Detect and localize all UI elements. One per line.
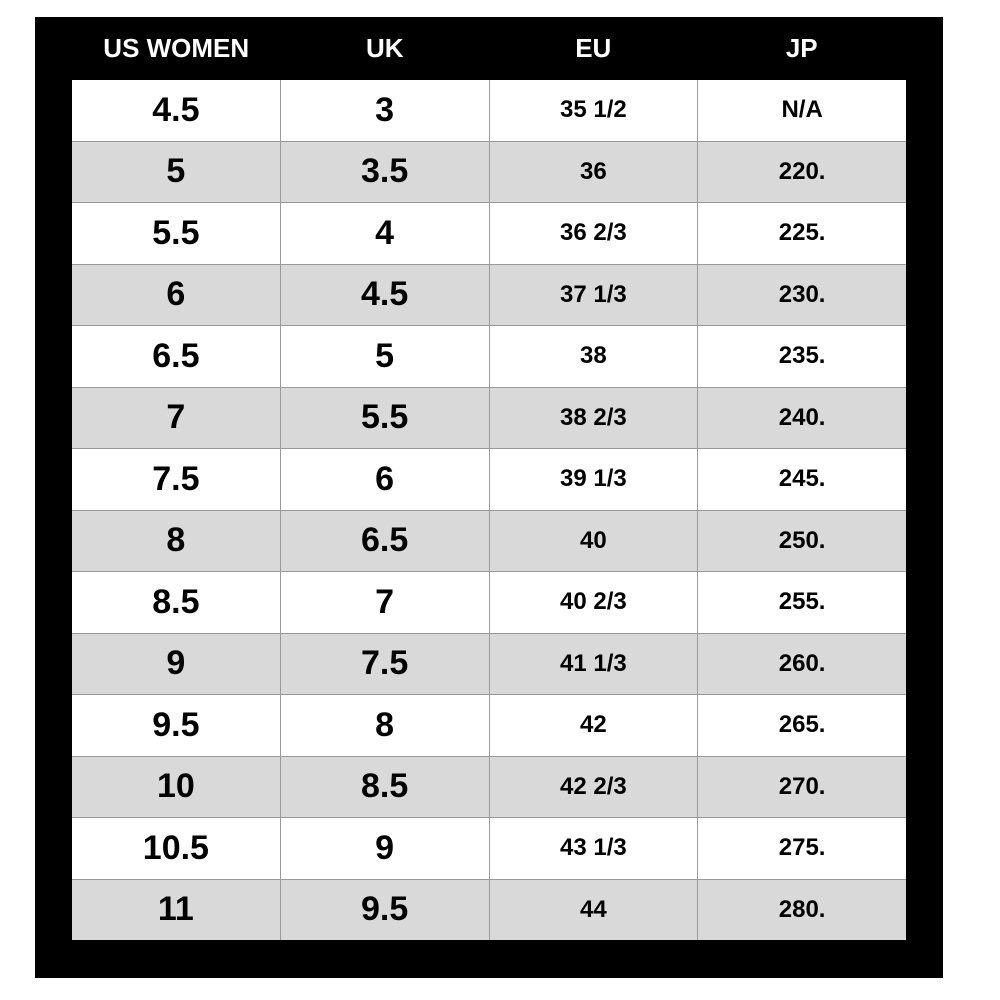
table-cell: 280. (698, 879, 906, 940)
header-cell: EU (575, 33, 612, 63)
table-cell: 225. (698, 203, 906, 264)
table-cell: 6.5 (72, 326, 280, 387)
table-cell: 3.5 (280, 141, 489, 202)
table-cell: 6 (280, 449, 489, 510)
table-cell: 39 1/3 (489, 449, 698, 510)
table-cell: 7.5 (280, 633, 489, 694)
table-cell: 8.5 (280, 756, 489, 817)
table-cell: 8.5 (72, 572, 280, 633)
table-cell: 230. (698, 264, 906, 325)
table-cell: 10.5 (72, 818, 280, 879)
table-cell: 235. (698, 326, 906, 387)
table-cell: 8 (72, 510, 280, 571)
table-cell: 220. (698, 141, 906, 202)
table-cell: 270. (698, 756, 906, 817)
table-cell: 275. (698, 818, 906, 879)
header-cell: US WOMEN (103, 33, 250, 63)
table-cell: 5 (72, 141, 280, 202)
table-cell: 11 (72, 879, 280, 940)
table-cell: 5.5 (280, 387, 489, 448)
table-cell: 36 (489, 141, 698, 202)
header-cell: JP (785, 33, 818, 63)
table-cell: 6.5 (280, 510, 489, 571)
table-cell: 265. (698, 695, 906, 756)
table-cell: 7.5 (72, 449, 280, 510)
table-cell: 9 (72, 633, 280, 694)
table-cell: 260. (698, 633, 906, 694)
header-cell: UK (365, 33, 404, 63)
table-cell: 41 1/3 (489, 633, 698, 694)
table-cell: 4 (280, 203, 489, 264)
table-cell: 9.5 (280, 879, 489, 940)
table-cell: 5 (280, 326, 489, 387)
table-cell: 7 (280, 572, 489, 633)
table-cell: 38 2/3 (489, 387, 698, 448)
table-cell: 245. (698, 449, 906, 510)
table-cell: 38 (489, 326, 698, 387)
table-cell: 10 (72, 756, 280, 817)
table-cell: 43 1/3 (489, 818, 698, 879)
table-cell: 40 (489, 510, 698, 571)
table-cell: 240. (698, 387, 906, 448)
header-row: US WOMEN UK EU JP (72, 17, 906, 80)
table-cell: N/A (698, 80, 906, 141)
table-cell: 40 2/3 (489, 572, 698, 633)
table-cell: 6 (72, 264, 280, 325)
table-cell: 5.5 (72, 203, 280, 264)
table-cell: 3 (280, 80, 489, 141)
table-cell: 42 (489, 695, 698, 756)
table-cell: 9.5 (72, 695, 280, 756)
table-cell: 4.5 (280, 264, 489, 325)
table-cell: 9 (280, 818, 489, 879)
table-cell: 7 (72, 387, 280, 448)
table-cell: 250. (698, 510, 906, 571)
table-cell: 8 (280, 695, 489, 756)
table-cell: 37 1/3 (489, 264, 698, 325)
table-cell: 35 1/2 (489, 80, 698, 141)
table-cell: 36 2/3 (489, 203, 698, 264)
size-table: 4.5 3 35 1/2 N/A 5 3.5 36 220. 5.5 4 36 2/3 225. 6 4.… (72, 80, 906, 940)
table-cell: 44 (489, 879, 698, 940)
table-cell: 42 2/3 (489, 756, 698, 817)
table-cell: 4.5 (72, 80, 280, 141)
table-cell: 255. (698, 572, 906, 633)
